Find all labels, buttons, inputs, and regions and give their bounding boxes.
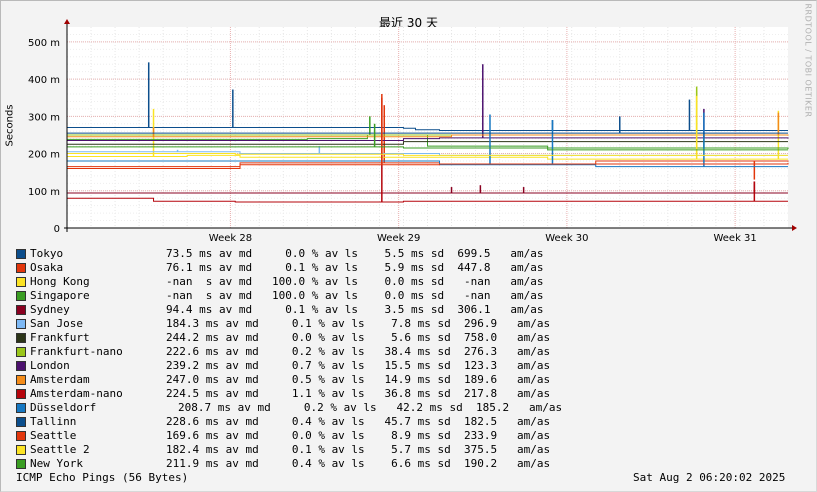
legend-swatch [16,333,26,343]
legend-swatch [16,417,26,427]
y-tick-label: 0 [54,224,60,235]
legend-series-stats: -nan s av md 100.0 % av ls 0.0 ms sd -na… [166,275,544,288]
y-tick-label: 400 m [28,75,60,86]
legend-series-stats: -nan s av md 100.0 % av ls 0.0 ms sd -na… [166,289,544,302]
y-tick-label: 300 m [28,112,60,123]
legend-series-name: Frankfurt [30,331,90,344]
footer-description: ICMP Echo Pings (56 Bytes) [16,471,189,484]
legend-series-stats: 211.9 ms av md 0.4 % av ls 6.6 ms sd 190… [166,457,551,470]
series-line-hong-kong [67,154,788,160]
x-tick-label: Week 29 [377,233,420,244]
legend-swatch [16,277,26,287]
legend-series-name: New York [30,457,83,470]
y-tick-label: 500 m [28,38,60,49]
x-ticks: Week 28 Week 29 Week 30 Week 31 [209,233,757,244]
chart-title: 最近 30 天 [379,16,438,30]
legend-series-stats: 184.3 ms av md 0.1 % av ls 7.8 ms sd 296… [166,317,551,330]
legend-swatch [16,389,26,399]
legend-series-stats: 244.2 ms av md 0.0 % av ls 5.6 ms sd 758… [166,331,551,344]
series-line-seattle-2 [67,153,788,156]
legend-swatch [16,375,26,385]
legend-series-name: Amsterdam [30,373,90,386]
x-tick-label: Week 31 [713,233,756,244]
legend-series-name: Amsterdam-nano [30,387,123,400]
legend-series-stats: 73.5 ms av md 0.0 % av ls 5.5 ms sd 699.… [166,247,544,260]
legend-series-name: Seattle 2 [30,443,90,456]
legend-swatch [16,361,26,371]
legend-series-name: Frankfurt-nano [30,345,123,358]
legend-series-stats: 228.6 ms av md 0.4 % av ls 45.7 ms sd 18… [166,415,551,428]
series-line-amsterdam [67,134,789,138]
y-tick-label: 200 m [28,150,60,161]
legend-series-name: San Jose [30,317,83,330]
legend-swatch [16,459,26,469]
legend-series-name: Düsseldorf [30,401,97,414]
legend-series-name: Hong Kong [30,275,90,288]
legend-series-name: Seattle [30,429,77,442]
series-line-d-sseldorf [67,160,788,168]
series-line-seattle [67,162,789,168]
x-tick-label: Week 28 [209,233,252,244]
series-lines [67,62,789,203]
legend-swatch [16,347,26,357]
legend-swatch [16,445,26,455]
series-line-frankfurt [67,141,788,145]
x-tick-label: Week 30 [545,233,588,244]
legend-swatch [16,249,26,259]
legend-swatch [16,263,26,273]
y-ticks: 0 100 m 200 m 300 m 400 m 500 m [28,38,60,235]
footer-timestamp: Sat Aug 2 06:20:02 2025 [633,471,786,484]
legend-series-name: Osaka [30,261,64,274]
axes [64,19,797,232]
series-line-amsterdam-nano [67,197,788,203]
legend-series-stats: 169.6 ms av md 0.0 % av ls 8.9 ms sd 233… [166,429,551,442]
legend-series-name: Sydney [30,303,70,316]
legend-series-stats: 76.1 ms av md 0.1 % av ls 5.9 ms sd 447.… [166,261,544,274]
legend-series-stats: 208.7 ms av md 0.2 % av ls 42.2 ms sd 18… [178,401,563,414]
y-tick-label: 100 m [28,187,60,198]
legend-series-stats: 247.0 ms av md 0.5 % av ls 14.9 ms sd 18… [166,373,551,386]
y-axis-arrow [64,19,70,24]
legend-series-name: Tokyo [30,247,64,260]
legend-series-name: London [30,359,70,372]
legend-series-stats: 222.6 ms av md 0.2 % av ls 38.4 ms sd 27… [166,345,551,358]
legend-series-stats: 239.2 ms av md 0.7 % av ls 15.5 ms sd 12… [166,359,551,372]
legend-series-stats: 224.5 ms av md 1.1 % av ls 36.8 ms sd 21… [166,387,551,400]
legend-series-stats: 94.4 ms av md 0.1 % av ls 3.5 ms sd 306.… [166,303,544,316]
legend-series-name: Singapore [30,289,90,302]
legend-swatch [16,305,26,315]
legend-series-stats: 182.4 ms av md 0.1 % av ls 5.7 ms sd 375… [166,443,551,456]
legend-swatch [16,431,26,441]
series-line-tokyo [67,127,788,131]
x-axis-arrow [792,225,797,231]
legend-series-name: Tallinn [30,415,77,428]
legend-swatch [16,319,26,329]
legend-swatch [16,291,26,301]
series-line-london [67,137,789,142]
series-line-new-york [67,146,788,151]
legend-swatch [16,403,26,413]
